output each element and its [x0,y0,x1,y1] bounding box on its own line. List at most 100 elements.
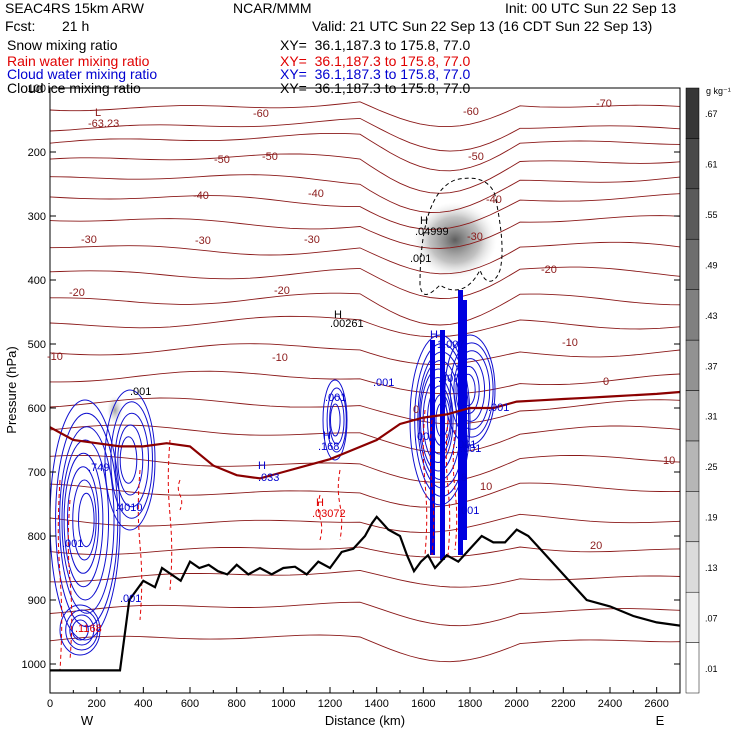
cloud-water-contour [322,379,348,461]
extremum-marker: H [258,460,266,472]
isotherm [50,266,680,299]
forecast-label: Fcst: [5,18,36,34]
contour-label: .001 [325,392,346,404]
cloud-water-contour [419,368,457,472]
cloud-water-core [430,340,435,555]
cloud-water-contour [422,377,454,463]
isotherm [50,343,680,365]
isotherm [50,454,680,483]
rain-water-contour [137,469,143,621]
x-tick-label: 0 [47,698,53,710]
colorbar-unit: g kg⁻¹ [706,86,731,96]
y-tick-label: 200 [28,147,46,159]
colorbar-label: .19 [705,513,718,523]
contour-label: .001 [373,377,394,389]
x-tick-label: 1600 [411,698,435,710]
colorbar-label: .07 [705,613,718,623]
extremum-value: .4010 [115,502,143,514]
cloud-water-core [458,290,463,555]
field-cloudwater-name: Cloud water mixing ratio [7,66,158,82]
contour-label: .001 [455,439,476,451]
isotherm [50,101,680,128]
isotherm-label: -20 [541,264,557,276]
extremum-value: .749 [88,462,109,474]
isotherm [50,193,680,230]
extremum-value: 1.007 [437,339,465,351]
isotherm-label: -30 [195,235,211,247]
isotherm-label: 10 [663,455,675,467]
cloud-water-contour [71,619,89,641]
colorbar-swatch [685,390,700,442]
east-label: E [656,713,665,728]
cloud-water-contour [114,412,150,508]
rain-water-contour [167,439,173,591]
colorbar-swatch [685,591,700,643]
x-tick-label: 1200 [318,698,342,710]
y-tick-label: 300 [28,211,46,223]
plot-frame [49,87,681,694]
isotherm [50,241,680,275]
west-label: W [81,713,94,728]
cloud-water-contour [449,342,494,438]
contour-label: .001 [120,593,141,605]
isotherm-label: -60 [463,106,479,118]
cloud-water-contour [455,358,486,422]
isotherm-label: -50 [262,151,278,163]
rain-water-contour [67,499,73,661]
rain-water-contour [317,494,323,541]
extremum-value: -63.23 [88,118,119,130]
cloud-water-contour [326,387,347,453]
cloud-water-contour [72,479,97,561]
extremum-value: .168 [318,441,339,453]
cloud-water-contour [119,436,138,484]
cloud-water-contour [55,412,119,628]
isotherm-label: -20 [274,285,290,297]
isotherm [50,153,680,194]
isotherm-label: -30 [81,234,97,246]
extremum-value: .00261 [330,318,364,330]
x-tick-label: 2600 [644,698,668,710]
rain-water-contour [177,479,183,511]
x-tick-label: 2200 [551,698,575,710]
isotherm-label: -60 [253,108,269,120]
cloud-water-contour [329,403,341,437]
cloud-ice-core [413,202,497,278]
colorbar-label: .31 [705,412,718,422]
cloud-water-core [462,300,467,540]
isotherm-label: -40 [193,190,209,202]
isotherm-label: -50 [214,154,230,166]
isotherm-label: -40 [308,188,324,200]
cloud-water-contour [78,492,95,548]
cloud-water-core [440,330,445,560]
colorbar-label: .01 [705,664,718,674]
x-tick-label: 2400 [598,698,622,710]
cloud-water-contour [61,439,110,601]
extremum-marker: L [95,107,101,119]
cloud-water-contour [457,365,480,415]
colorbar-swatch [685,239,700,290]
y-tick-label: 600 [28,403,46,415]
valid-time: Valid: 21 UTC Sun 22 Sep 13 (16 CDT Sun … [312,18,653,34]
colorbar-swatch [685,541,700,593]
field-snow-name: Snow mixing ratio [7,37,118,53]
colorbar-swatch [685,642,700,694]
isotherm [50,546,680,558]
forecast-value: 21 h [62,18,90,34]
colorbar-label: .67 [705,109,718,119]
init-time: Init: 00 UTC Sun 22 Sep 13 [505,0,677,16]
colorbar-label: .61 [705,160,718,170]
isotherm [50,601,680,627]
isotherm-label: 20 [590,540,602,552]
org-label: NCAR/MMM [233,0,312,16]
colorbar-swatch [685,188,700,240]
contour-label: .001 [460,443,481,455]
isotherm [50,397,680,425]
colorbar-label: .49 [705,261,718,271]
contour-label: .407 [438,373,459,385]
isotherm-label: -30 [304,234,320,246]
y-tick-label: 800 [28,531,46,543]
contour-label: .001 [410,253,431,265]
y-tick-label: 700 [28,467,46,479]
extremum-value: .03072 [312,508,346,520]
